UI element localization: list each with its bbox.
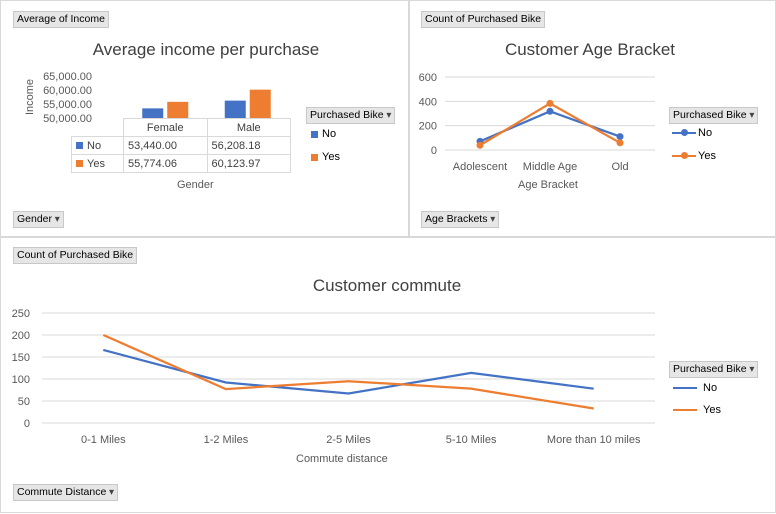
- bar-no: [142, 108, 164, 118]
- y-tick-label: 0: [431, 145, 437, 157]
- y-tick-label: 150: [12, 352, 30, 364]
- y-tick-label: 100: [12, 374, 30, 386]
- age-x-axis-title: Age Bracket: [518, 179, 578, 191]
- legend-line-no: [672, 129, 696, 137]
- legend-item-no: No: [673, 382, 717, 394]
- legend-item-yes: Yes: [311, 151, 340, 163]
- legend-line-yes: [673, 409, 697, 412]
- table-series-key-yes: Yes: [71, 154, 124, 173]
- legend-swatch-no: [311, 130, 318, 138]
- table-row: Female Male: [71, 118, 291, 137]
- bar-yes: [249, 89, 271, 118]
- age-chart-panel: Count of Purchased Bike Customer Age Bra…: [409, 0, 776, 237]
- y-tick-label: 200: [12, 330, 30, 342]
- legend-swatch-yes: [311, 153, 318, 161]
- commute-x-axis-title: Commute distance: [296, 453, 388, 465]
- x-tick-label: More than 10 miles: [547, 434, 641, 446]
- table-cell: 53,440.00: [123, 136, 208, 155]
- legend-item-yes: Yes: [673, 404, 721, 416]
- income-x-axis-title: Gender: [177, 179, 214, 191]
- table-series-key-no: No: [71, 136, 124, 155]
- y-tick-label: 55,000.00: [43, 99, 92, 111]
- x-tick-label: 0-1 Miles: [81, 434, 126, 446]
- commute-chart-plot: 250 200 150 100 50 0 0-1 Miles 1-2 Miles 2-5 Mil…: [12, 308, 655, 446]
- legend-label-yes: Yes: [703, 404, 721, 416]
- series-line-no: [103, 348, 594, 395]
- commute-chart-title: Customer commute: [312, 276, 462, 295]
- legend-swatch-no: [76, 142, 83, 150]
- y-tick-label: 60,000.00: [43, 85, 92, 97]
- legend-label-yes: Yes: [698, 150, 716, 162]
- table-row: No 53,440.00 56,208.18: [71, 136, 291, 155]
- y-tick-label: 65,000.00: [43, 71, 92, 83]
- series-line-yes: [102, 333, 594, 410]
- purchased-bike-legend-filter[interactable]: Purchased Bike: [669, 361, 759, 378]
- legend-line-no: [673, 387, 697, 390]
- table-cell: 60,123.97: [206, 154, 291, 173]
- commute-chart-panel: Count of Purchased Bike Customer commute…: [0, 237, 776, 513]
- y-tick-label: 0: [24, 418, 30, 430]
- commute-distance-axis-field-button[interactable]: Commute Distance: [13, 484, 119, 501]
- table-corner-cell: [71, 118, 124, 137]
- table-series-yes: Yes: [87, 157, 105, 170]
- x-tick-label: Middle Age: [523, 161, 577, 173]
- legend-line-yes: [672, 152, 696, 160]
- legend-label-no: No: [322, 128, 337, 140]
- age-chart-plot: 600 400 200 0 Adolescent Middle Age Old: [419, 72, 655, 173]
- table-cell: 55,774.06: [123, 154, 208, 173]
- count-of-purchased-bike-field-button[interactable]: Count of Purchased Bike: [13, 247, 138, 264]
- count-of-purchased-bike-field-button[interactable]: Count of Purchased Bike: [421, 11, 546, 28]
- legend-item-no: No: [311, 128, 336, 140]
- y-tick-label: 250: [12, 308, 30, 320]
- legend-item-no: No: [672, 127, 712, 139]
- data-point-yes: [476, 141, 484, 149]
- data-point-no: [546, 107, 554, 115]
- legend-label-no: No: [703, 382, 718, 394]
- legend-swatch-yes: [76, 160, 83, 168]
- bar-yes: [167, 101, 189, 118]
- table-header-female: Female: [123, 118, 208, 137]
- data-point-no: [616, 133, 624, 141]
- y-tick-label: 400: [419, 96, 437, 108]
- legend-label-no: No: [698, 127, 713, 139]
- y-tick-label: 50: [18, 396, 30, 408]
- data-point-yes: [616, 139, 624, 147]
- income-chart-panel: Average of Income Average income per pur…: [0, 0, 409, 237]
- bar-no: [224, 100, 246, 118]
- x-tick-label: 1-2 Miles: [204, 434, 249, 446]
- average-of-income-field-button[interactable]: Average of Income: [13, 11, 109, 28]
- purchased-bike-legend-filter[interactable]: Purchased Bike: [306, 107, 396, 124]
- gender-axis-field-button[interactable]: Gender: [13, 211, 64, 228]
- data-point-yes: [546, 99, 554, 107]
- legend-label-yes: Yes: [322, 151, 340, 163]
- x-tick-label: 5-10 Miles: [446, 434, 497, 446]
- table-cell: 56,208.18: [206, 136, 291, 155]
- purchased-bike-legend-filter[interactable]: Purchased Bike: [669, 107, 759, 124]
- legend-item-yes: Yes: [672, 150, 716, 162]
- table-header-male: Male: [206, 118, 291, 137]
- age-chart-title: Customer Age Bracket: [504, 40, 676, 59]
- income-chart-title: Average income per purchase: [92, 40, 320, 59]
- income-data-table: Female Male No 53,440.00 56,208.18 Yes 5…: [71, 118, 291, 173]
- x-tick-label: 2-5 Miles: [326, 434, 371, 446]
- x-tick-label: Adolescent: [453, 161, 507, 173]
- y-tick-label: 200: [419, 121, 437, 133]
- table-row: Yes 55,774.06 60,123.97: [71, 154, 291, 173]
- y-axis-title: Income: [24, 79, 36, 115]
- y-tick-label: 600: [419, 72, 437, 84]
- series-line-no: [479, 110, 621, 143]
- age-brackets-axis-field-button[interactable]: Age Brackets: [421, 211, 500, 228]
- x-tick-label: Old: [611, 161, 628, 173]
- table-series-no: No: [87, 139, 102, 152]
